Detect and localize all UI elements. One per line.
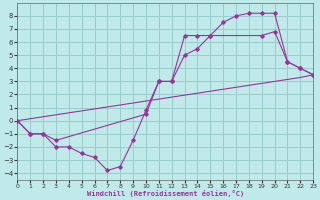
X-axis label: Windchill (Refroidissement éolien,°C): Windchill (Refroidissement éolien,°C)	[87, 190, 244, 197]
